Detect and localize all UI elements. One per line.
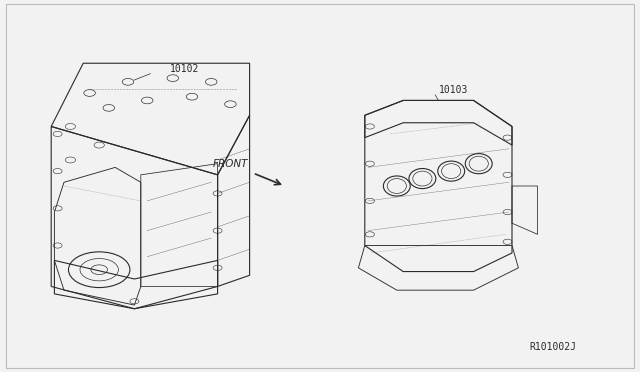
Text: R101002J: R101002J [529, 341, 576, 352]
Text: 10103: 10103 [438, 85, 468, 95]
Text: 10102: 10102 [170, 64, 199, 74]
Text: FRONT: FRONT [212, 160, 248, 169]
